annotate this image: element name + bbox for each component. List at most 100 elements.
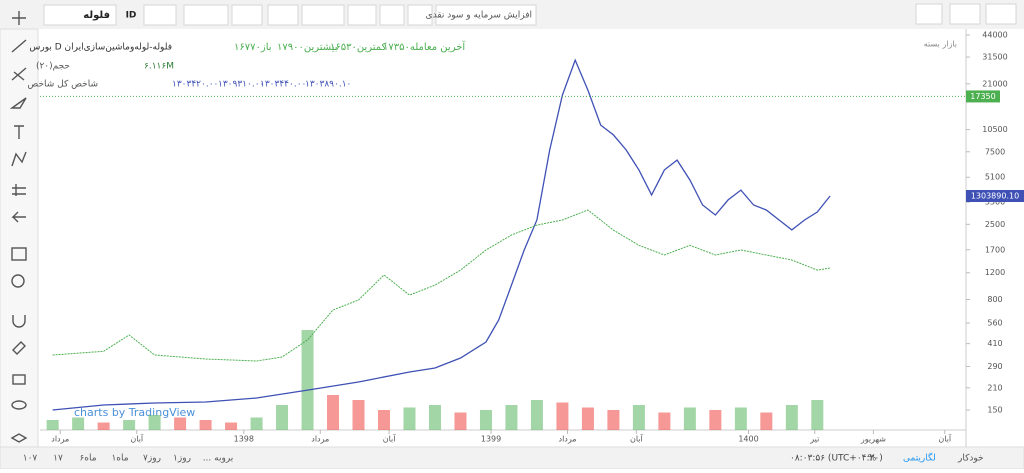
indicators-button[interactable] bbox=[231, 4, 263, 26]
range-button[interactable]: ۱۷ bbox=[53, 454, 63, 464]
volume-bar bbox=[97, 422, 110, 430]
x-tick-label: مرداد bbox=[559, 435, 577, 444]
y-tick-label: 290 bbox=[987, 362, 1002, 371]
y-tick-label: 5100 bbox=[985, 173, 1005, 182]
index-value: ۱۳۰۳۴۴۰.۰۰ bbox=[260, 80, 306, 90]
x-tick-label: 1399 bbox=[481, 435, 501, 444]
volume-bar bbox=[632, 405, 645, 430]
volume-bar bbox=[276, 405, 289, 430]
range-button[interactable]: روز۱ bbox=[173, 454, 191, 464]
range-button[interactable]: روز۷ bbox=[143, 454, 161, 464]
y-tick-label: 44000 bbox=[982, 31, 1007, 40]
auto-toggle[interactable]: خودکار bbox=[957, 454, 984, 464]
index-value: ۱۳۰۹۳۱۰.۰۰ bbox=[218, 80, 264, 90]
range-button[interactable]: ۱۰۷ bbox=[23, 454, 38, 464]
instrument-name: بورس D فلوله-لوله‌وماشین‌سازی‌ایران bbox=[29, 43, 172, 53]
x-tick-label: مرداد bbox=[311, 435, 329, 444]
x-tick-label: آبان bbox=[130, 434, 144, 444]
volume-bar bbox=[607, 410, 620, 430]
x-tick-label: آبان bbox=[383, 434, 397, 444]
chart-type-button[interactable] bbox=[183, 4, 229, 26]
volume-bar bbox=[378, 410, 391, 430]
y-tick-label: 150 bbox=[987, 406, 1002, 415]
volume-bar bbox=[581, 407, 594, 430]
volume-bar bbox=[148, 415, 161, 430]
x-tick-label: 1400 bbox=[738, 435, 758, 444]
legend-low: ۱۶۵۳۰کمترین bbox=[330, 42, 387, 53]
load-button[interactable] bbox=[949, 3, 981, 25]
volume-bar bbox=[530, 400, 543, 430]
interval-button[interactable] bbox=[143, 4, 177, 26]
volume-bar bbox=[785, 405, 798, 430]
y-tick-label: 31500 bbox=[982, 53, 1007, 62]
volume-bar bbox=[403, 407, 416, 430]
volume-bar bbox=[479, 410, 492, 430]
index-value: ۱۳۰۳۴۲۰.۰۰ bbox=[172, 80, 218, 90]
range-button[interactable]: ... بروبه bbox=[203, 454, 234, 464]
index-value: ۱۳۰۳۸۹۰.۱۰ bbox=[305, 80, 351, 90]
volume-bar bbox=[250, 417, 263, 430]
y-tick-label: 1700 bbox=[985, 245, 1005, 254]
y-tick-label: 2500 bbox=[985, 220, 1005, 229]
x-tick-label: شهریور bbox=[860, 435, 886, 444]
price-tag-label: 17350 bbox=[970, 92, 995, 101]
volume-bar bbox=[760, 412, 773, 430]
volume-bar bbox=[658, 412, 671, 430]
volume-name: حجم(۲۰) bbox=[36, 62, 70, 72]
volume-bar bbox=[683, 407, 696, 430]
events-label: افزایش سرمایه و سود نقدی bbox=[426, 11, 532, 21]
log-toggle[interactable]: لگاریتمی bbox=[903, 452, 936, 464]
index-name: شاخص کل شاخص bbox=[27, 80, 98, 90]
undo-redo[interactable] bbox=[301, 4, 345, 26]
x-tick-label: مرداد bbox=[51, 435, 69, 444]
y-tick-label: 410 bbox=[987, 339, 1002, 348]
compare-button[interactable] bbox=[267, 4, 299, 26]
watermark: charts by TradingView bbox=[74, 406, 195, 419]
events-box[interactable] bbox=[435, 4, 537, 26]
volume-bar bbox=[46, 420, 59, 430]
y-tick-label: 7500 bbox=[985, 147, 1005, 156]
clock: ۰۸:۰۳:۵۶ (UTC+۰۴:۳۰) bbox=[790, 454, 883, 464]
y-tick-label: 10500 bbox=[982, 125, 1007, 134]
drawing-tools[interactable] bbox=[9, 11, 28, 443]
upload-button[interactable] bbox=[985, 3, 1017, 25]
volume-bar bbox=[123, 420, 136, 430]
lock-button[interactable] bbox=[407, 4, 433, 26]
volume-bar bbox=[225, 422, 238, 430]
symbol-box[interactable] bbox=[43, 4, 117, 26]
y-tick-label: 21000 bbox=[982, 79, 1007, 88]
index-tag-label: 1303890.10 bbox=[971, 191, 1019, 200]
volume-bar bbox=[352, 400, 365, 430]
range-button[interactable]: ماه۱ bbox=[111, 454, 128, 464]
volume-bar bbox=[556, 402, 569, 430]
fullscreen-button[interactable] bbox=[347, 4, 377, 26]
legend-last: ۱۷۳۵۰آخرین معامله bbox=[383, 40, 466, 53]
snapshot-button[interactable] bbox=[915, 3, 943, 25]
volume-bar bbox=[199, 420, 212, 430]
volume-bar bbox=[709, 410, 722, 430]
x-tick-label: آبان bbox=[938, 434, 952, 444]
x-tick-label: آبان bbox=[630, 434, 644, 444]
left-toolbar bbox=[0, 28, 39, 448]
volume-value: ۶.۱۱۶M bbox=[144, 62, 174, 72]
id-button[interactable]: ID bbox=[126, 11, 137, 21]
series-line bbox=[52, 209, 831, 362]
volume-bar bbox=[428, 405, 441, 430]
volume-bar bbox=[327, 395, 340, 430]
percent-toggle[interactable]: % bbox=[868, 454, 877, 464]
y-tick-label: 1200 bbox=[985, 268, 1005, 277]
x-tick-label: 1398 bbox=[234, 435, 254, 444]
symbol: فلوله bbox=[83, 10, 110, 21]
price-tag bbox=[966, 90, 1000, 103]
y-tick-label: 800 bbox=[987, 295, 1002, 304]
save-button[interactable] bbox=[379, 4, 405, 26]
volume-bar bbox=[301, 330, 314, 430]
market-status: بازار بسته bbox=[924, 40, 957, 49]
range-button[interactable]: ماه۶ bbox=[79, 454, 96, 464]
volume-bar bbox=[811, 400, 824, 430]
x-tick-label: تیر bbox=[809, 435, 819, 444]
volume-bar bbox=[505, 405, 518, 430]
y-tick-label: 210 bbox=[987, 383, 1002, 392]
volume-bar bbox=[734, 407, 747, 430]
